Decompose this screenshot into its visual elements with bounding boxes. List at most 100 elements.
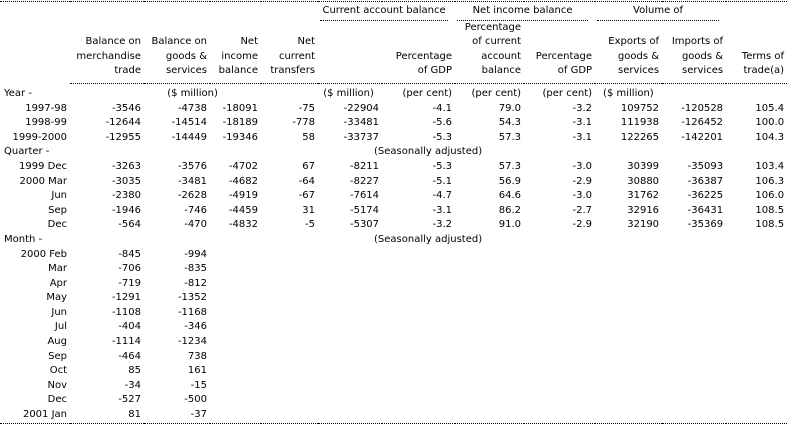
empty-cell — [318, 379, 382, 394]
header-current-account-million — [318, 20, 383, 84]
empty-cell — [382, 408, 456, 424]
value-cell: -4459 — [228, 204, 258, 216]
empty-cell — [382, 262, 455, 277]
value-cell: -12644 — [105, 117, 141, 129]
empty-cell — [318, 262, 382, 277]
value-cell: -18189 — [222, 117, 258, 129]
value-cell: -3.0 — [572, 160, 593, 172]
value-cell: -3.1 — [572, 131, 593, 143]
value-cell: -7614 — [349, 190, 380, 202]
empty-cell — [455, 306, 524, 321]
row-label: 1999 Dec — [19, 160, 67, 172]
value-cell: -1114 — [111, 336, 141, 348]
empty-cell — [524, 233, 787, 248]
table-row: 1999 Dec -3263 -3576 -4702 67 -8211 -5.3 57.3 -3… — [0, 160, 787, 175]
empty-cell — [455, 350, 524, 365]
value-cell: -2.9 — [572, 219, 593, 231]
row-label: Nov — [47, 379, 67, 391]
empty-cell — [662, 408, 727, 424]
empty-cell — [261, 393, 318, 408]
empty-cell — [261, 350, 318, 365]
header-terms-of-trade: Terms of trade(a) — [726, 20, 787, 84]
table-row: Nov -34 -15 — [0, 379, 787, 394]
empty-cell — [726, 350, 787, 365]
section-header-row: Month - (Seasonally adjusted) — [0, 233, 787, 248]
empty-cell — [261, 248, 318, 263]
table-row: 1998-99 -12644 -14514 -18189 -778 -33481 -5.6 5… — [0, 116, 787, 131]
empty-cell — [318, 277, 382, 292]
empty-cell — [382, 335, 455, 350]
table-row: Aug -1114 -1234 — [0, 335, 787, 350]
table-row: Jun -2380 -2628 -4919 -67 -7614 -4.7 64.6 -3.0 31… — [0, 189, 787, 204]
empty-cell — [210, 248, 261, 263]
value-cell: -3.2 — [432, 219, 453, 231]
value-cell: 81 — [70, 408, 144, 424]
empty-cell — [382, 393, 455, 408]
value-cell: -812 — [184, 277, 207, 289]
empty-cell — [595, 277, 662, 292]
units-label: (per cent) — [542, 87, 593, 99]
value-cell: -3.2 — [572, 102, 593, 114]
empty-cell — [261, 335, 318, 350]
empty-cell — [261, 408, 319, 424]
value-cell: -778 — [292, 117, 316, 129]
empty-cell — [524, 320, 595, 335]
value-cell: -845 — [118, 248, 141, 260]
empty-cell — [261, 277, 318, 292]
row-label: Sep — [48, 350, 67, 362]
value-cell: -142201 — [681, 131, 724, 143]
value-cell: -33737 — [343, 131, 380, 143]
value-cell: -4919 — [228, 190, 258, 202]
units-label: ($ million) — [323, 87, 374, 99]
table-row: Sep -1946 -746 -4459 31 -5174 -3.1 86.2 -2.7 3291… — [0, 204, 787, 219]
empty-cell — [662, 350, 726, 365]
value-cell: 32190 — [627, 219, 660, 231]
empty-cell — [210, 379, 261, 394]
value-cell: 122265 — [620, 131, 660, 143]
value-cell: -34 — [124, 379, 141, 391]
empty-cell — [595, 306, 662, 321]
empty-cell — [318, 306, 382, 321]
empty-cell — [382, 306, 455, 321]
empty-cell — [726, 320, 787, 335]
empty-cell — [382, 277, 455, 292]
empty-cell — [261, 320, 318, 335]
empty-cell — [662, 393, 726, 408]
value-cell: 54.3 — [498, 117, 522, 129]
empty-cell — [318, 364, 382, 379]
group-header-row: Current account balance Net income balan… — [0, 2, 787, 21]
column-header-row: Balance on merchandise trade Balance on … — [0, 20, 787, 84]
value-cell: -36431 — [687, 204, 724, 216]
empty-cell — [318, 248, 382, 263]
value-cell: 111938 — [620, 117, 660, 129]
empty-cell — [524, 335, 595, 350]
value-cell: 58 — [302, 131, 316, 143]
empty-cell — [726, 291, 787, 306]
empty-cell — [210, 277, 261, 292]
value-cell: -706 — [118, 263, 141, 275]
empty-cell — [595, 291, 662, 306]
empty-cell — [210, 393, 261, 408]
empty-cell — [455, 408, 525, 424]
value-cell: 106.0 — [755, 190, 785, 202]
empty-cell — [382, 379, 455, 394]
group-net-income: Net income balance — [457, 4, 589, 21]
value-cell: -4702 — [228, 160, 258, 172]
empty-cell — [524, 277, 595, 292]
empty-cell — [595, 393, 662, 408]
value-cell: -5.3 — [432, 131, 453, 143]
empty-cell — [726, 335, 787, 350]
value-cell: -5 — [305, 219, 316, 231]
value-cell: 67 — [302, 160, 316, 172]
value-cell: -3035 — [111, 175, 141, 187]
row-label: 1999-2000 — [12, 131, 67, 143]
empty-cell — [662, 320, 726, 335]
value-cell: 85 — [128, 365, 141, 377]
value-cell: 161 — [187, 365, 207, 377]
row-label: Jul — [54, 321, 67, 333]
value-cell: 738 — [187, 350, 207, 362]
empty-cell — [726, 379, 787, 394]
empty-cell — [726, 248, 787, 263]
table-row: Oct 85 161 — [0, 364, 787, 379]
empty-cell — [726, 262, 787, 277]
